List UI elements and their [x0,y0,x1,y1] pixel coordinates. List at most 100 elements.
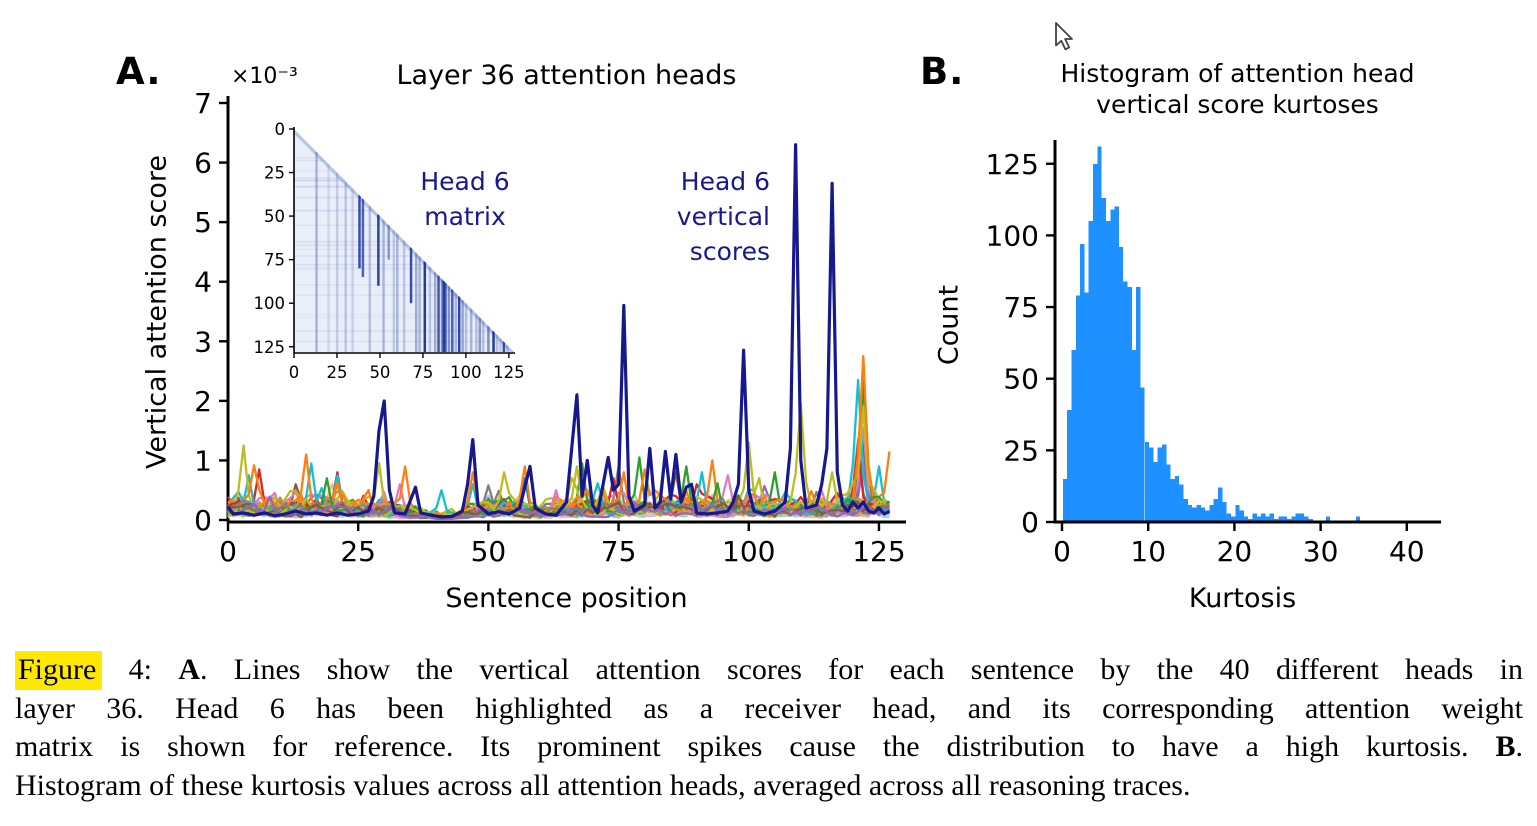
attention-head-line [227,498,890,520]
inset-attention-stripe [475,313,478,352]
histogram-bar [1106,221,1111,522]
inset-attention-stripe [451,289,454,352]
mouse-cursor-arrow [1055,22,1073,51]
inset-x-tick-label: 125 [493,363,525,382]
attention-head-line [227,489,890,519]
histogram-bar [1218,487,1223,522]
panel-a-x-tick-label: 100 [722,535,775,568]
inset-annotation: Head 6 matrix [390,164,540,234]
panel-a-x-tick-label: 50 [471,535,507,568]
panel-b-x-tick-label: 30 [1303,535,1339,568]
histogram-bar [1097,146,1102,522]
caption-text: . Lines show the vertical attention scor… [199,653,1523,686]
histogram-bar [1080,244,1085,522]
inset-attention-stripe [502,341,506,352]
histogram-bar [1274,519,1279,522]
panel-b-title-line2: vertical score kurtoses [1096,90,1379,119]
inset-attention-stripe [461,299,464,352]
histogram-bar [1200,507,1206,522]
histogram-bar [1067,410,1072,522]
histogram-bar [1123,281,1128,522]
attention-head-line [227,378,890,520]
histogram-bar [1308,519,1313,522]
attention-head-line [227,499,890,520]
caption-bold-letter: B [1495,730,1516,763]
caption-text: Histogram of these kurtosis values acros… [15,768,1191,802]
inset-attention-stripe [382,219,385,352]
inset-attention-stripe [481,320,485,352]
attention-head-line [227,489,890,520]
inset-attention-stripe [492,331,495,352]
attention-head-line [227,498,891,519]
histogram-bar [1136,287,1141,522]
inset-x-tick-label: 25 [326,363,347,382]
attention-head-line [227,489,890,520]
inset-attention-stripe [414,252,418,352]
caption-text: layer 36. Head 6 has been highlighted as… [15,691,1523,725]
attention-head-line [227,494,891,520]
inset-attention-stripe [396,233,399,352]
caption-line: Histogram of these kurtosis values acros… [15,767,1523,806]
attention-head-line [227,500,890,518]
panel-b-y-tick-label: 0 [1021,506,1039,539]
histogram-bar [1093,163,1098,523]
attention-head-line [227,502,891,520]
histogram-bar [1174,476,1180,522]
histogram-bar [1088,221,1094,522]
histogram-bar [1209,504,1214,522]
inset-attention-stripe [423,261,427,352]
attention-head-line [227,493,891,518]
receiver-annotation: Head 6 vertical scores [620,164,770,269]
inset-attention-stripe [335,172,339,352]
histogram-bar [1118,246,1124,522]
inset-attention-stripe [495,334,499,352]
histogram-bar [1071,350,1076,522]
histogram-bar [1131,350,1137,522]
attention-head-line [227,465,891,519]
attention-head-line [227,381,891,517]
attention-head-line [227,506,891,520]
histogram-bar [1278,516,1283,522]
histogram-bar [1269,513,1275,522]
histogram-bar [1140,387,1145,522]
histogram-bar [1304,516,1309,522]
histogram-bar [1295,513,1300,522]
inset-attention-stripe [457,296,461,352]
attention-head-line [227,490,891,519]
attention-head-line [227,482,890,519]
inset-attention-stripe [454,292,457,352]
histogram-bar [1110,209,1115,522]
inset-attention-stripe [437,275,440,352]
histogram-bar [1179,484,1184,522]
histogram-bar [1166,464,1171,522]
inset-y-tick-label: 25 [264,164,285,183]
panel-a-title: Layer 36 attention heads [396,60,737,91]
caption-text: . [1515,730,1524,763]
histogram-bar [1192,507,1197,522]
attention-head-line [227,378,891,520]
attention-head-line [227,355,891,518]
panel-b-y-tick-label: 125 [986,148,1039,181]
histogram-bar [1157,447,1163,522]
panel-a-x-tick-label: 125 [852,535,905,568]
inset-attention-stripe [506,345,509,352]
panel-b-y-tick-label: 50 [1003,363,1039,396]
attention-head-line [227,492,890,520]
histogram-bar [1261,513,1266,522]
receiver-annotation-line2: vertical [676,202,770,231]
histogram-bar [1084,292,1089,522]
panel-b-x-tick-label: 0 [1053,535,1071,568]
panel-b-y-tick-label: 75 [1003,291,1039,324]
inset-attention-stripe [447,285,451,352]
histogram-bar [1243,516,1249,522]
histogram-bar [1256,516,1262,522]
panel-a-xlabel: Sentence position [445,583,688,614]
attention-head-line [227,497,890,520]
inset-attention-stripe [327,163,330,352]
panel-a-y-tick-label: 6 [194,147,212,180]
inset-attention-stripe [428,266,432,352]
panel-b-title-line1: Histogram of attention head [1060,59,1415,88]
panel-a-y-tick-label: 2 [194,385,212,418]
inset-x-tick-label: 50 [369,363,390,382]
